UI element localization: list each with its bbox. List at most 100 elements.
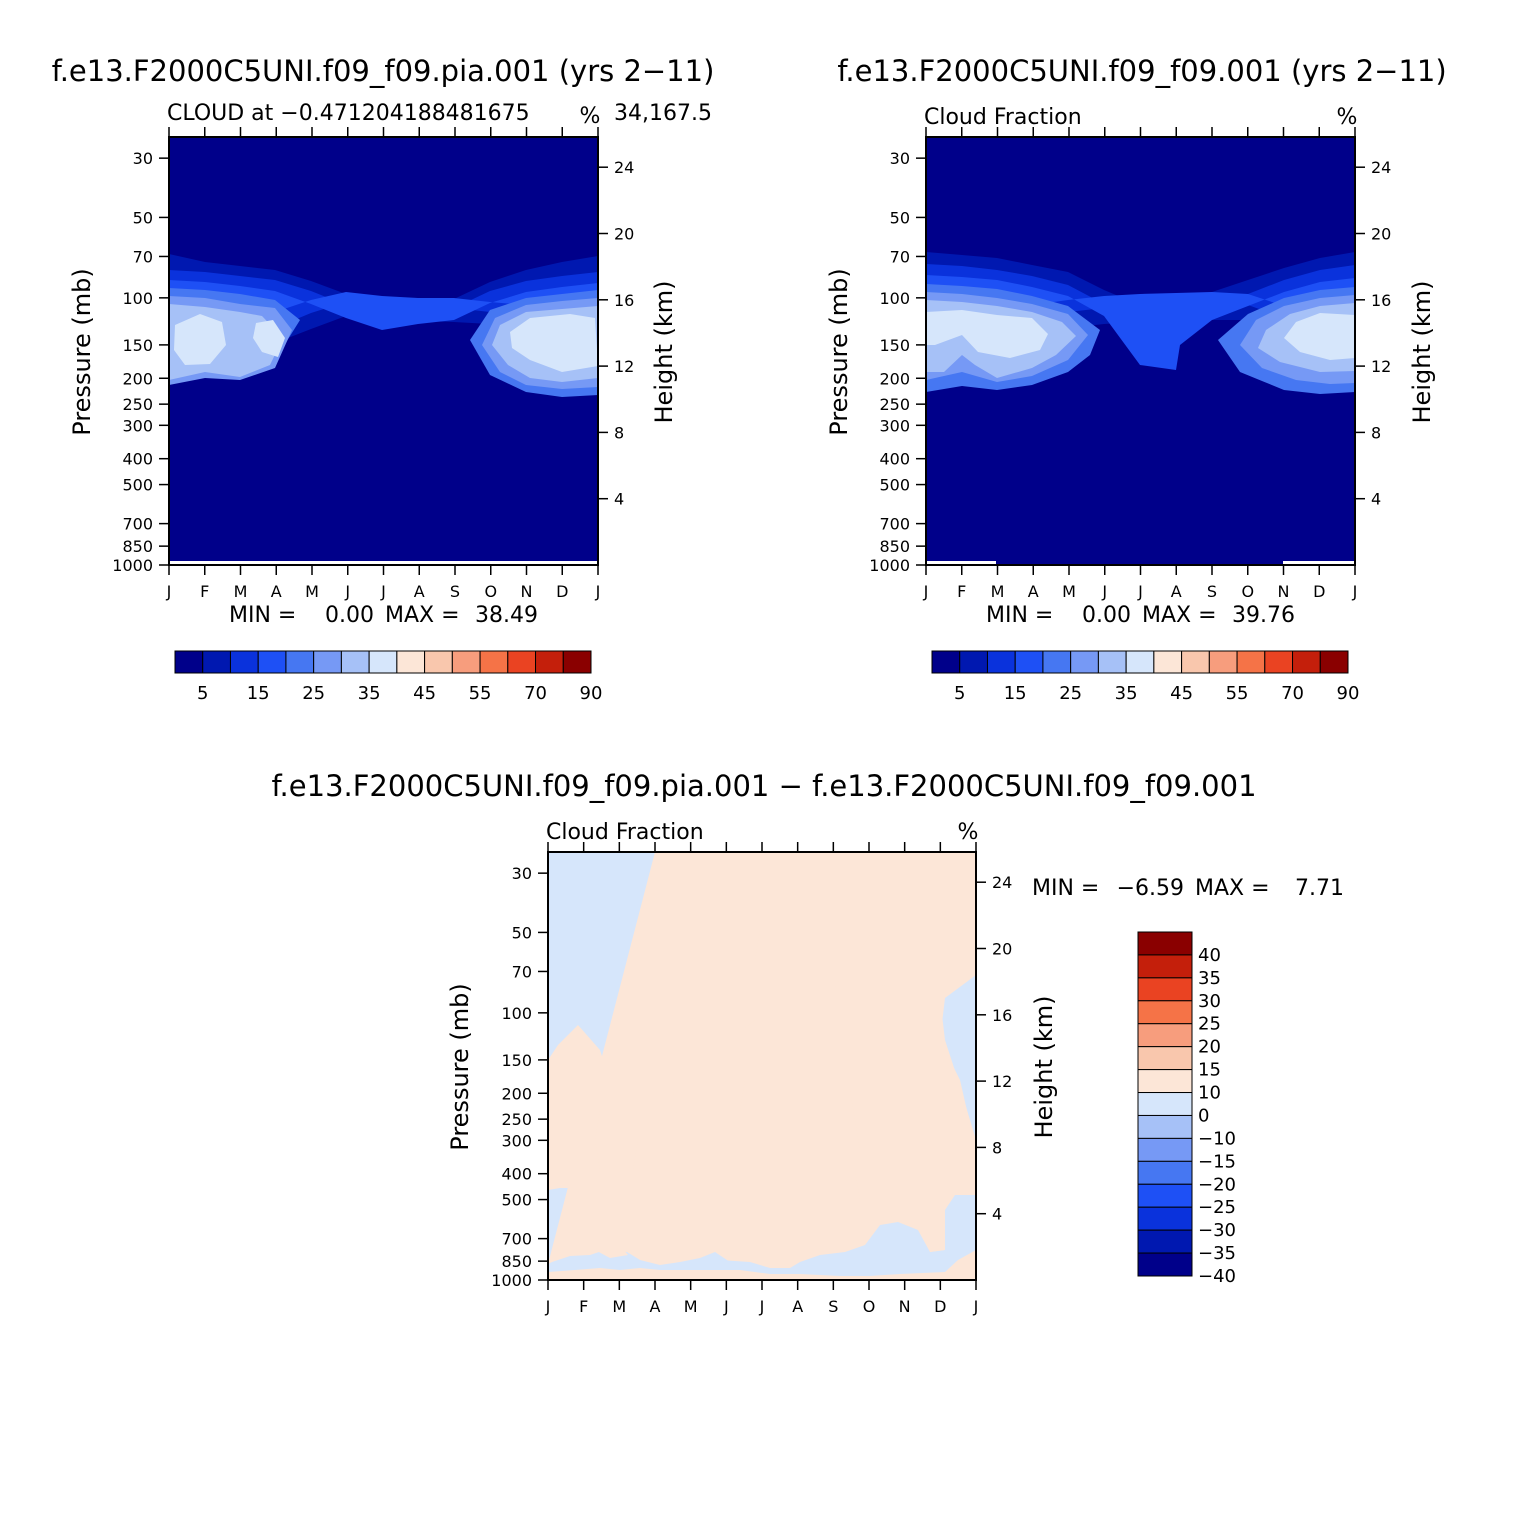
panel2-colorbar-label: 5 [954,683,965,704]
panel2-colorbar-swatch [1208,650,1238,674]
panel3-ytick-label: 850 [501,1252,532,1271]
panel3-min-value: −6.59 [1117,876,1184,901]
panel1-max-label: MAX = [385,603,460,628]
panel1-ytick-label: 850 [122,537,153,556]
panel2-case-title: f.e13.F2000C5UNI.f09_f09.001 (yrs 2−11) [837,54,1446,88]
panel1-ytick-label: 400 [122,450,153,469]
panel1-colorbar-swatch [257,650,287,674]
panel2-rtick-label: 24 [1371,158,1391,177]
panel1-ylabel-left: Pressure (mb) [68,268,96,435]
panel2-min-label: MIN = [986,603,1053,628]
panel2-ytick-label: 850 [879,537,910,556]
panel3-colorbar-swatch [1137,1092,1193,1116]
panel3-colorbar-label: 35 [1198,968,1221,989]
panel2-ytick-label: 300 [879,416,910,435]
panel3-colorbar-label: −40 [1198,1266,1236,1287]
panel1-xtick-label: N [521,582,533,601]
panel3-xtick-label: M [684,1297,698,1316]
panel3-colorbar-label: 30 [1198,991,1221,1012]
panel3-max-label: MAX = [1195,876,1270,901]
panel3-plot [548,852,976,1280]
panel1-colorbar-swatch [562,650,592,674]
panel1-variable-label: CLOUD at −0.471204188481675 [167,101,530,126]
panel3-colorbar-swatch [1137,1252,1193,1277]
panel1-colorbar-swatch [451,650,481,674]
panel1-colorbar-label: 35 [358,683,381,704]
panel2-ytick-label: 1000 [869,556,910,575]
panel2-variable-label: Cloud Fraction [924,105,1082,130]
panel3-ytick-label: 300 [501,1131,532,1150]
panel3-colorbar-label: −15 [1198,1151,1236,1172]
panel3-colorbar-label: −20 [1198,1174,1236,1195]
panel1-colorbar-swatch [507,650,537,674]
panel1-xtick-label: A [414,582,425,601]
panel1-colorbar-label: 25 [302,683,325,704]
panel3-colorbar-label: 40 [1198,945,1221,966]
panel2-colorbar-label: 45 [1170,683,1193,704]
panel1-band-3 [169,280,598,330]
panel3-case-title: f.e13.F2000C5UNI.f09_f09.pia.001 − f.e13… [271,769,1256,803]
panel1-ytick-label: 700 [122,515,153,534]
panel2-ytick-label: 700 [879,515,910,534]
panel3-ytick-label: 70 [512,962,532,981]
panel1-colorbar-label: 70 [524,683,547,704]
panel1-ylabel-right: Height (km) [650,281,678,424]
panel2-colorbar-swatch [1181,650,1210,674]
panel1-colorbar: 5 15 25 35 45 55 70 90 [174,650,602,704]
panel3-xtick-label: D [934,1297,946,1316]
panel3-rtick-label: 4 [992,1205,1002,1224]
panel3-rtick-label: 20 [992,940,1012,959]
panel1-colorbar-swatch [174,650,204,674]
panel2-xtick-label: D [1313,582,1325,601]
panel3-colorbar-swatch [1137,1000,1193,1025]
panel1-case-title: f.e13.F2000C5UNI.f09_f09.pia.001 (yrs 2−… [52,54,715,88]
panel3-rtick-label: 12 [992,1072,1012,1091]
panel3-rtick-label: 24 [992,873,1012,892]
panel3-xtick-label: O [863,1297,876,1316]
panel1-ytick-label: 250 [122,395,153,414]
panel1-colorbar-swatch [340,650,370,674]
panel2-ylabel-right: Height (km) [1408,281,1436,424]
panel1-xtick-label: J [595,582,601,601]
panel2-ytick-label: 30 [890,149,910,168]
panel1-rtick-label: 4 [614,490,624,509]
panel2-colorbar-label: 70 [1281,683,1304,704]
panel3-colorbar-swatch [1137,931,1193,956]
panel1-min-label: MIN = [229,603,296,628]
panel2-colorbar-swatch [1097,650,1127,674]
panel2-ytick-label: 150 [879,336,910,355]
panel1-rtick-label: 12 [614,357,634,376]
panel3-colorbar-swatch [1137,1160,1193,1185]
panel3-colorbar-label: 15 [1198,1060,1221,1081]
panel1-ytick-label: 150 [122,336,153,355]
panel3-colorbar-swatch [1137,1114,1193,1139]
panel2-colorbar-swatch [1264,650,1294,674]
panel3-xtick-label: J [759,1297,765,1316]
panel3-variable-label: Cloud Fraction [546,820,704,845]
panel2-colorbar-swatch [1153,650,1183,674]
panel3-ytick-label: 200 [501,1084,532,1103]
panel2-band-7b [1284,313,1355,360]
panel1-xtick-label: O [484,582,497,601]
panel2-xtick-label: A [1028,582,1039,601]
panel1-xtick-label: M [234,582,248,601]
panel2-colorbar: 5 15 25 35 45 55 70 90 [931,650,1360,704]
panel2-colorbar-swatch [959,650,988,674]
panel2-units: % [1337,105,1358,130]
panel1-colorbar-label: 55 [469,683,492,704]
panel3-ytick-label: 250 [501,1110,532,1129]
panel1-xtick-label: J [166,582,172,601]
panel2-colorbar-label: 90 [1337,683,1360,704]
panel1-ytick-label: 100 [122,289,153,308]
panel3-xtick-label: N [899,1297,911,1316]
panel1-band-7b [253,320,285,357]
panel1-plot [169,137,598,565]
panel2-ytick-label: 50 [890,208,910,227]
panel2-colorbar-swatch [986,650,1016,674]
panel3-xtick-label: A [792,1297,803,1316]
panel1-colorbar-swatch [535,650,564,674]
panel3-colorbar-label: 20 [1198,1037,1221,1058]
